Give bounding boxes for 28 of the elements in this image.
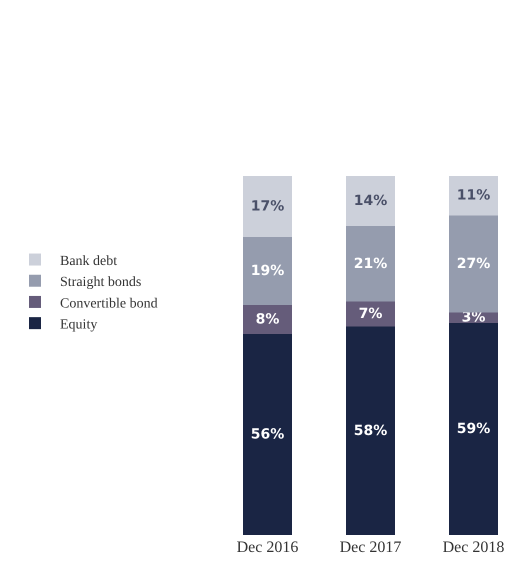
- legend-label: Bank debt: [60, 254, 118, 269]
- legend-label: Straight bonds: [60, 275, 142, 290]
- legend-label: Equity: [60, 318, 98, 333]
- x-tick-label: Dec 2016: [236, 539, 298, 556]
- data-label: 27%: [456, 256, 490, 272]
- bar: [242, 176, 292, 237]
- bar: [242, 305, 292, 334]
- bar: [448, 176, 498, 216]
- bar: [448, 323, 498, 535]
- bar: [346, 326, 396, 535]
- data-label: 14%: [354, 193, 388, 210]
- legend-label: Convertible bond: [60, 296, 158, 312]
- data-label: 8%: [256, 312, 280, 328]
- bar: [346, 176, 396, 226]
- bar: [448, 215, 498, 312]
- bar: [242, 334, 292, 535]
- data-label: 17%: [250, 198, 284, 214]
- x-tick-label: Dec 2018: [442, 539, 504, 556]
- data-label: 21%: [354, 256, 388, 272]
- data-label: 7%: [358, 306, 382, 322]
- data-label: 59%: [456, 421, 490, 438]
- data-label: 19%: [250, 263, 284, 280]
- bar: [346, 226, 396, 302]
- data-label: 11%: [456, 188, 490, 204]
- x-tick-label: Dec 2017: [340, 539, 402, 556]
- data-label: 56%: [250, 426, 284, 442]
- data-label: 58%: [354, 422, 388, 439]
- bar: [242, 236, 292, 306]
